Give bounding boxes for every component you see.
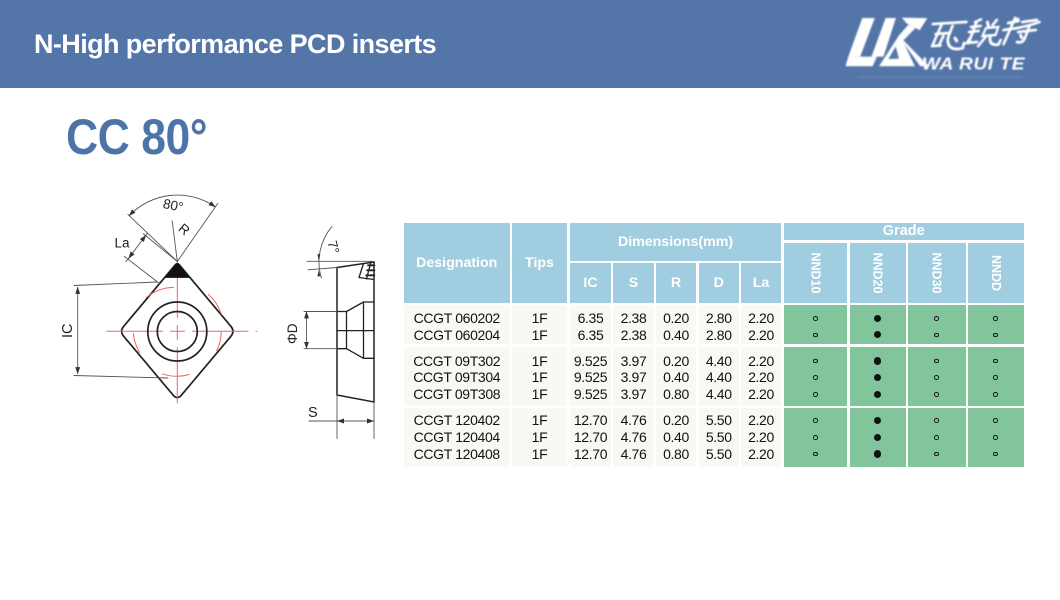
svg-text:WA RUI TE: WA RUI TE — [922, 54, 1026, 74]
svg-text:7°: 7° — [324, 239, 342, 255]
svg-text:80°: 80° — [162, 196, 185, 215]
svg-text:R: R — [176, 221, 193, 239]
svg-text:IC: IC — [60, 324, 76, 339]
svg-text:S: S — [308, 405, 318, 421]
svg-text:La: La — [115, 236, 131, 251]
svg-text:ΦD: ΦD — [285, 323, 300, 344]
